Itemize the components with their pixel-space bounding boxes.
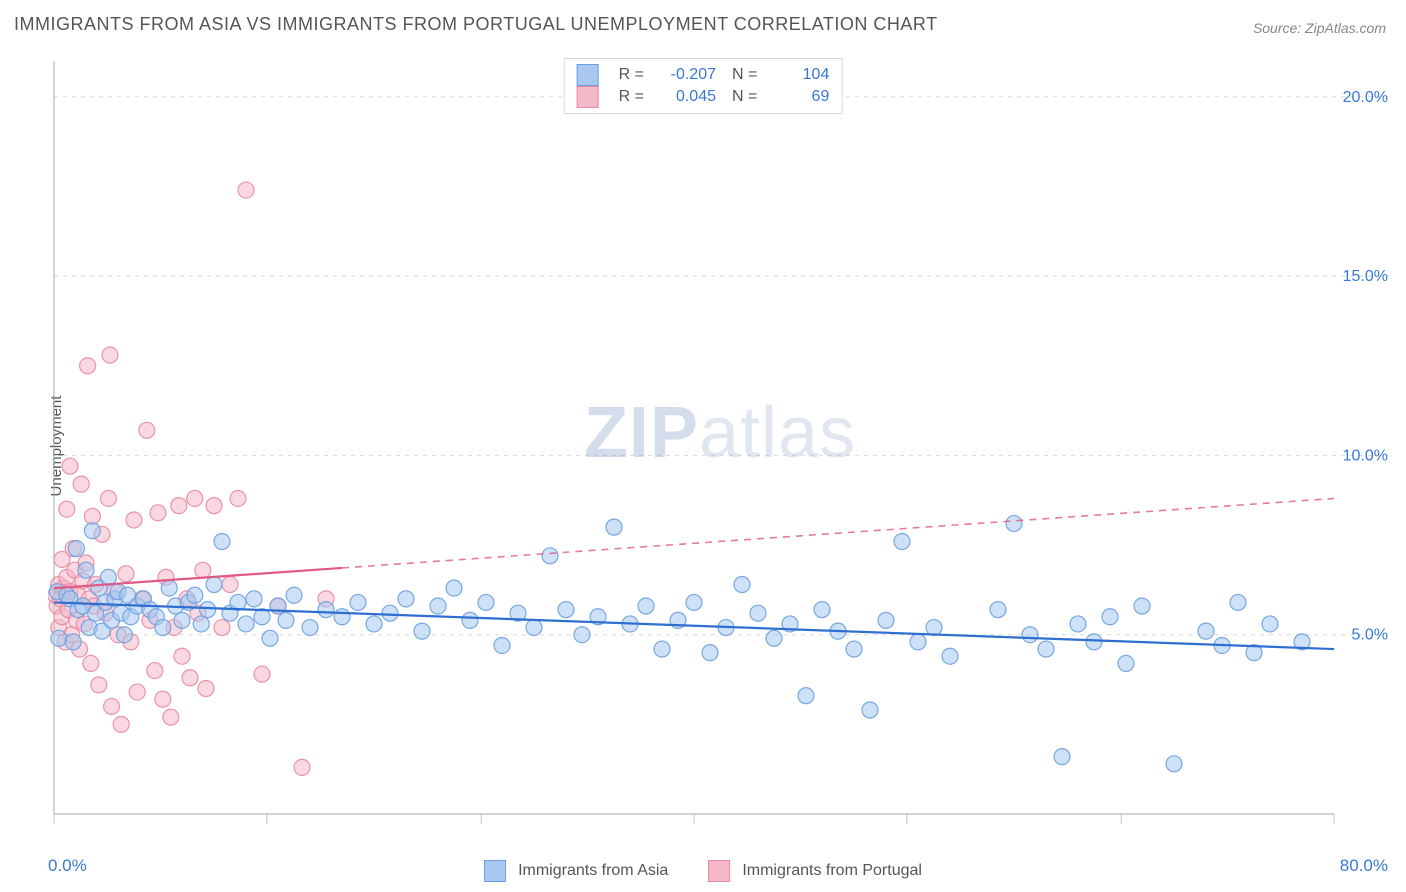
legend-swatch (577, 86, 599, 108)
r-value: -0.207 (658, 66, 716, 84)
source-name: ZipAtlas.com (1305, 20, 1386, 36)
r-value: 0.045 (658, 88, 716, 106)
series-legend-label: Immigrants from Portugal (742, 862, 922, 880)
stats-legend-row: R = 0.045 N = 69 (577, 86, 830, 108)
legend-swatch (708, 860, 730, 882)
svg-text:10.0%: 10.0% (1343, 447, 1388, 464)
chart-area: 5.0%10.0%15.0%20.0% ZIPatlas (48, 55, 1392, 842)
n-value: 104 (771, 66, 829, 84)
stats-legend: R = -0.207 N = 104 R = 0.045 N = 69 (564, 58, 843, 114)
series-legend-item: Immigrants from Asia (484, 860, 668, 882)
x-axis-min-label: 0.0% (48, 856, 87, 876)
series-legend: Immigrants from Asia Immigrants from Port… (484, 860, 922, 882)
source-credit: Source: ZipAtlas.com (1253, 20, 1386, 36)
scatter-chart-svg: 5.0% 10.0% 15.0% 20.0% (48, 55, 1392, 842)
source-label: Source: (1253, 20, 1301, 36)
svg-text:20.0%: 20.0% (1343, 89, 1388, 106)
n-value: 69 (771, 88, 829, 106)
series-legend-item: Immigrants from Portugal (708, 860, 922, 882)
x-axis-max-label: 80.0% (1340, 856, 1388, 876)
stats-legend-row: R = -0.207 N = 104 (577, 64, 830, 86)
n-label: N = (732, 88, 757, 106)
legend-swatch (484, 860, 506, 882)
legend-swatch (577, 64, 599, 86)
n-label: N = (732, 66, 757, 84)
svg-text:5.0%: 5.0% (1352, 627, 1388, 644)
chart-title: IMMIGRANTS FROM ASIA VS IMMIGRANTS FROM … (14, 14, 938, 35)
r-label: R = (619, 66, 644, 84)
r-label: R = (619, 88, 644, 106)
svg-text:15.0%: 15.0% (1343, 268, 1388, 285)
series-legend-label: Immigrants from Asia (518, 862, 668, 880)
